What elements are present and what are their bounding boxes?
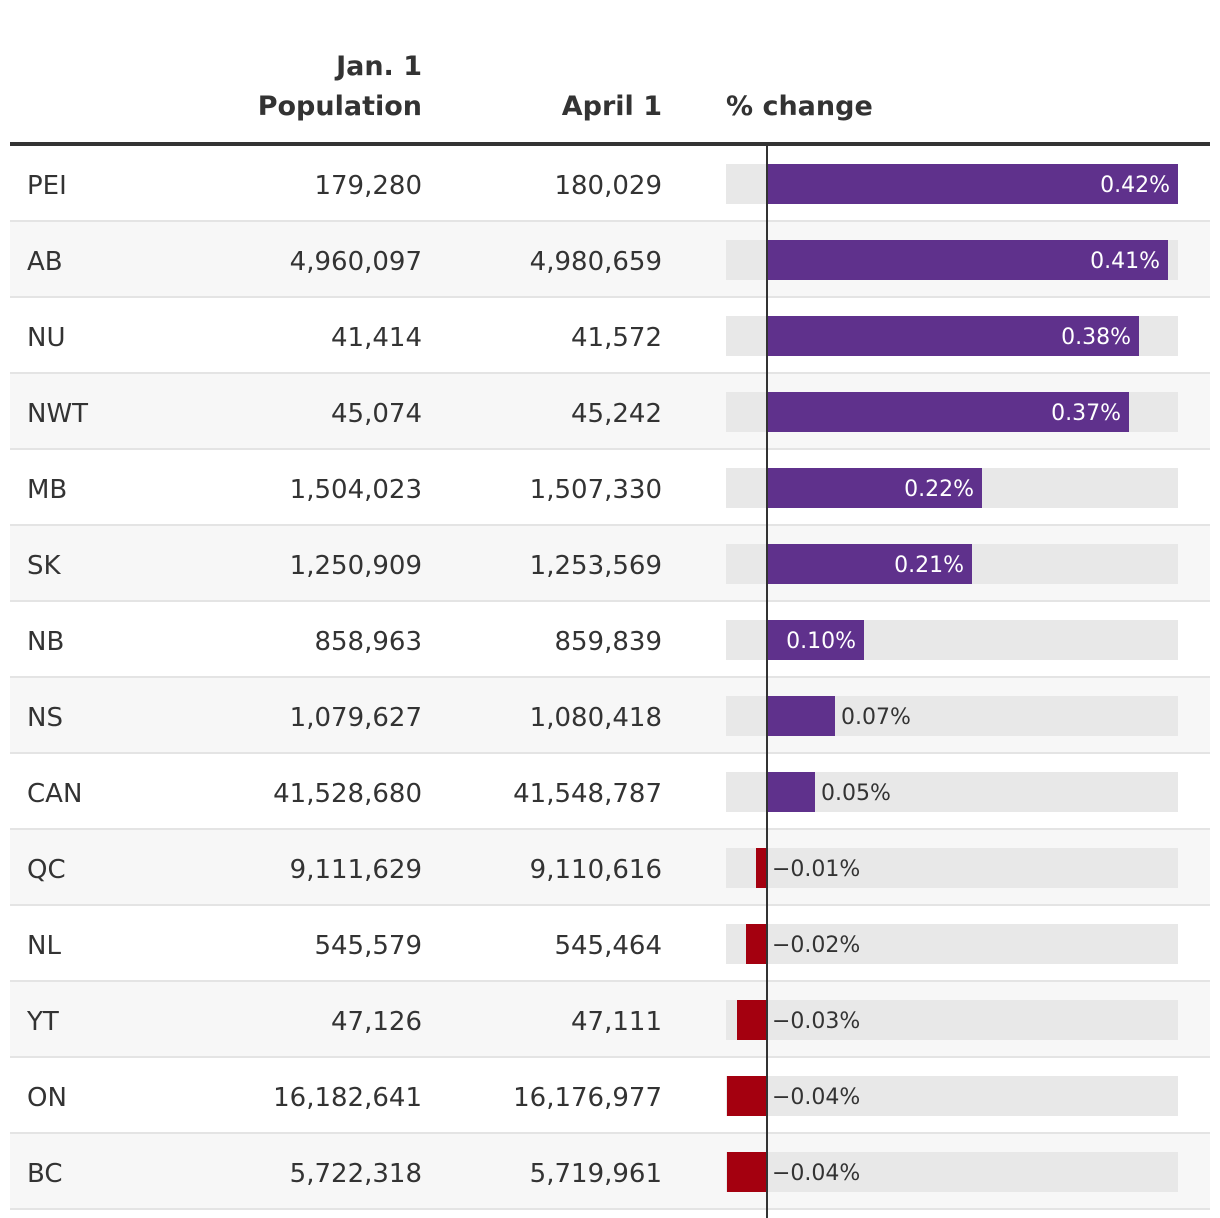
bar-track (726, 848, 1178, 888)
apr1-value: 4,980,659 (529, 247, 662, 277)
header-rule (10, 142, 1210, 146)
table-row: NU 41,414 41,572 0.38% (10, 298, 1210, 374)
pct-bar (766, 772, 815, 812)
header-jan1-line2: Population (257, 91, 422, 122)
pct-bar (766, 544, 972, 584)
pct-label: 0.38% (1061, 325, 1131, 350)
jan1-value: 545,579 (314, 931, 422, 961)
apr1-value: 5,719,961 (529, 1159, 662, 1189)
region-label: BC (27, 1159, 63, 1189)
region-label: YT (27, 1007, 59, 1037)
jan1-value: 1,079,627 (289, 703, 422, 733)
region-label: NWT (27, 399, 89, 429)
jan1-value: 179,280 (314, 171, 422, 201)
pct-label: 0.41% (1090, 249, 1160, 274)
jan1-value: 45,074 (331, 399, 422, 429)
region-label: SK (27, 551, 61, 581)
header-jan1-line1: Jan. 1 (336, 51, 422, 82)
region-label: NU (27, 323, 66, 353)
apr1-value: 41,572 (571, 323, 662, 353)
apr1-value: 1,253,569 (529, 551, 662, 581)
jan1-value: 5,722,318 (289, 1159, 422, 1189)
pct-label: 0.37% (1051, 401, 1121, 426)
region-label: CAN (27, 779, 83, 809)
pct-label: −0.04% (772, 1085, 861, 1110)
pct-bar (766, 468, 982, 508)
apr1-value: 859,839 (554, 627, 662, 657)
table-row: NB 858,963 859,839 0.10% (10, 602, 1210, 678)
bar-track (726, 1152, 1178, 1192)
pct-bar (727, 1152, 766, 1192)
table-row: QC 9,111,629 9,110,616 −0.01% (10, 830, 1210, 906)
pct-label: −0.03% (772, 1009, 861, 1034)
pct-label: 0.10% (786, 629, 856, 654)
pct-label: 0.21% (894, 553, 964, 578)
region-label: NS (27, 703, 63, 733)
region-label: PEI (27, 171, 67, 201)
pct-bar (766, 696, 835, 736)
apr1-value: 16,176,977 (513, 1083, 662, 1113)
pct-bar (766, 316, 1139, 356)
pct-label: 0.42% (1100, 173, 1170, 198)
pct-label: 0.07% (841, 705, 911, 730)
bar-track (726, 1000, 1178, 1040)
zero-baseline (766, 146, 768, 1218)
pct-label: −0.02% (772, 933, 861, 958)
table-row: SK 1,250,909 1,253,569 0.21% (10, 526, 1210, 602)
apr1-value: 1,080,418 (529, 703, 662, 733)
pct-bar (746, 924, 766, 964)
jan1-value: 1,250,909 (289, 551, 422, 581)
table-row: YT 47,126 47,111 −0.03% (10, 982, 1210, 1058)
apr1-value: 545,464 (554, 931, 662, 961)
header-jan1: Jan. 1 Population (122, 47, 422, 127)
bar-track (726, 1076, 1178, 1116)
pct-label: −0.04% (772, 1161, 861, 1186)
header-apr1: April 1 (561, 91, 662, 122)
table-row: PEI 179,280 180,029 0.42% (10, 146, 1210, 222)
pct-label: −0.01% (772, 857, 861, 882)
table-row: NS 1,079,627 1,080,418 0.07% (10, 678, 1210, 754)
apr1-value: 9,110,616 (529, 855, 662, 885)
region-label: NL (27, 931, 61, 961)
jan1-value: 16,182,641 (273, 1083, 422, 1113)
apr1-value: 45,242 (571, 399, 662, 429)
population-change-table: Jan. 1 Population April 1 % change PEI 17… (10, 0, 1210, 1218)
pct-label: 0.05% (821, 781, 891, 806)
jan1-value: 9,111,629 (289, 855, 422, 885)
jan1-value: 41,528,680 (273, 779, 422, 809)
apr1-value: 1,507,330 (529, 475, 662, 505)
region-label: MB (27, 475, 68, 505)
pct-bar (766, 392, 1129, 432)
jan1-value: 858,963 (314, 627, 422, 657)
pct-bar (756, 848, 766, 888)
region-label: QC (27, 855, 66, 885)
pct-bar (766, 164, 1178, 204)
region-label: ON (27, 1083, 67, 1113)
table-row: NL 545,579 545,464 −0.02% (10, 906, 1210, 982)
jan1-value: 4,960,097 (289, 247, 422, 277)
region-label: AB (27, 247, 63, 277)
apr1-value: 47,111 (571, 1007, 662, 1037)
apr1-value: 180,029 (554, 171, 662, 201)
jan1-value: 1,504,023 (289, 475, 422, 505)
table-row: ON 16,182,641 16,176,977 −0.04% (10, 1058, 1210, 1134)
pct-bar (766, 240, 1168, 280)
apr1-value: 41,548,787 (513, 779, 662, 809)
pct-bar (766, 620, 864, 660)
table-row: MB 1,504,023 1,507,330 0.22% (10, 450, 1210, 526)
table-row: NWT 45,074 45,242 0.37% (10, 374, 1210, 450)
bar-track (726, 924, 1178, 964)
jan1-value: 47,126 (331, 1007, 422, 1037)
table-row: BC 5,722,318 5,719,961 −0.04% (10, 1134, 1210, 1210)
pct-bar (737, 1000, 766, 1040)
region-label: NB (27, 627, 65, 657)
pct-label: 0.22% (904, 477, 974, 502)
header-pct-change: % change (726, 91, 873, 122)
table-row: CAN 41,528,680 41,548,787 0.05% (10, 754, 1210, 830)
pct-bar (727, 1076, 766, 1116)
table-row: AB 4,960,097 4,980,659 0.41% (10, 222, 1210, 298)
jan1-value: 41,414 (331, 323, 422, 353)
